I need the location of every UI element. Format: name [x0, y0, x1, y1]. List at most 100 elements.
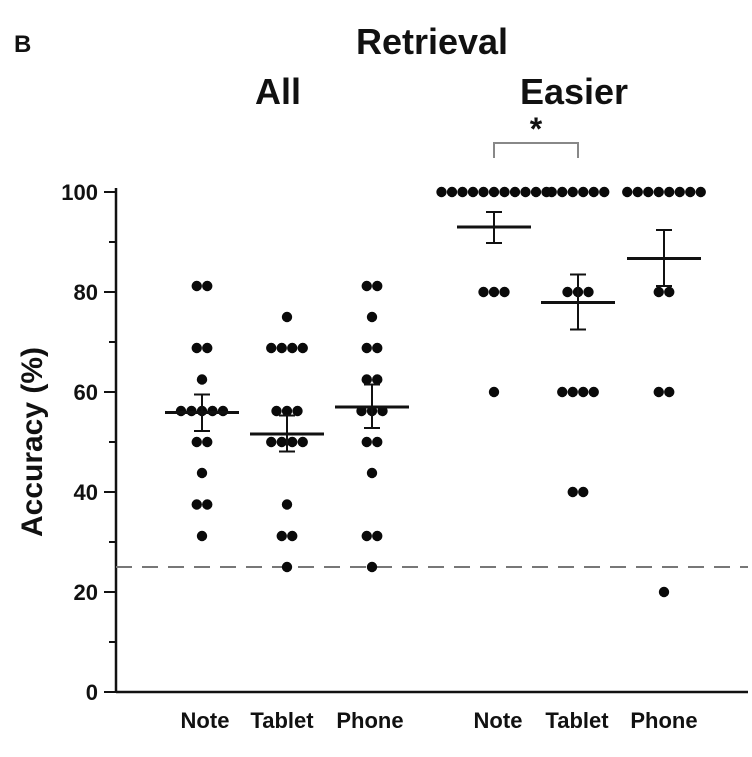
data-point: [457, 186, 468, 198]
x-tick-label: Note: [181, 708, 230, 733]
x-tick-label: Tablet: [250, 708, 314, 733]
data-point: [557, 386, 568, 398]
x-tick-label: Phone: [630, 708, 697, 733]
data-point: [191, 280, 202, 292]
data-point: [266, 342, 277, 354]
x-tick-label: Tablet: [545, 708, 609, 733]
data-point: [488, 386, 500, 398]
data-point: [653, 286, 664, 298]
data-point: [361, 342, 372, 354]
group-title: Easier: [520, 71, 628, 112]
data-point: [372, 436, 383, 448]
data-point: [664, 386, 675, 398]
data-point: [372, 280, 383, 292]
data-point: [685, 186, 696, 198]
data-point: [191, 342, 202, 354]
data-point: [202, 436, 213, 448]
data-point: [196, 374, 208, 385]
significance-bracket: [493, 142, 579, 158]
data-point: [578, 486, 589, 498]
data-point: [202, 499, 213, 510]
data-point: [488, 186, 500, 198]
data-point: [202, 342, 213, 354]
data-point: [196, 530, 208, 542]
y-tick-label: 80: [74, 280, 98, 305]
data-point: [567, 186, 578, 198]
data-point: [366, 467, 378, 479]
y-tick-label: 0: [86, 680, 98, 705]
data-point: [499, 186, 510, 198]
data-point: [361, 280, 372, 292]
data-point: [478, 286, 489, 298]
x-tick-label: Note: [474, 708, 523, 733]
data-point: [196, 467, 208, 479]
data-point: [276, 530, 287, 542]
data-point: [361, 530, 372, 542]
panel-label: B: [14, 31, 31, 58]
data-point: [287, 342, 298, 354]
data-point: [588, 386, 599, 398]
data-point: [287, 436, 298, 448]
data-point: [361, 374, 372, 385]
data-point: [478, 186, 489, 198]
data-point: [643, 186, 654, 198]
data-point: [588, 186, 599, 198]
significance-label: *: [530, 111, 543, 147]
data-point: [287, 530, 298, 542]
data-point: [372, 374, 383, 385]
data-point: [271, 405, 282, 417]
data-point: [281, 405, 293, 417]
data-point: [202, 280, 213, 292]
axes: [104, 188, 748, 694]
data-point: [695, 186, 706, 198]
data-point: [530, 186, 542, 198]
data-point: [292, 405, 303, 417]
data-point: [578, 386, 589, 398]
data-point: [664, 286, 675, 298]
data-point: [557, 186, 568, 198]
data-point: [281, 311, 293, 323]
y-tick-label: 40: [74, 480, 98, 505]
data-point: [297, 436, 308, 448]
data-point: [567, 486, 578, 498]
data-point: [281, 499, 293, 510]
data-point: [281, 561, 293, 573]
data-point: [567, 386, 578, 398]
marks: [165, 142, 706, 598]
data-point: [366, 311, 378, 323]
data-point: [583, 286, 594, 298]
data-point: [372, 342, 383, 354]
data-point: [276, 342, 287, 354]
y-tick-label: 100: [61, 180, 98, 205]
data-point: [499, 286, 510, 298]
group-title: All: [255, 71, 301, 112]
x-tick-label: Phone: [336, 708, 403, 733]
data-point: [562, 286, 573, 298]
data-point: [372, 530, 383, 542]
data-point: [546, 186, 557, 198]
data-point: [622, 186, 633, 198]
data-point: [632, 186, 643, 198]
y-axis-label: Accuracy (%): [16, 347, 49, 537]
data-point: [509, 186, 521, 198]
y-tick-label: 20: [74, 580, 98, 605]
data-point: [191, 436, 202, 448]
data-point: [578, 186, 589, 198]
labels: B Retrieval Accuracy (%) 0 20 40 60 80 100 All…: [14, 21, 698, 733]
data-point: [276, 436, 287, 448]
data-point: [653, 386, 664, 398]
data-point: [653, 186, 664, 198]
data-point: [658, 586, 670, 598]
data-point: [520, 186, 531, 198]
data-point: [191, 499, 202, 510]
y-tick-label: 60: [74, 380, 98, 405]
data-point: [361, 436, 372, 448]
data-point: [446, 186, 458, 198]
data-point: [266, 436, 277, 448]
data-point: [599, 186, 610, 198]
data-point: [436, 186, 447, 198]
data-point: [297, 342, 308, 354]
data-point: [467, 186, 479, 198]
data-point: [674, 186, 685, 198]
